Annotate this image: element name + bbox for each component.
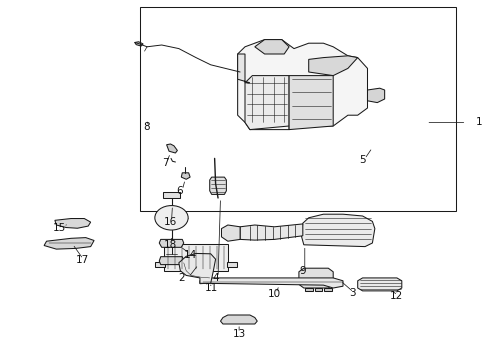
Text: 1: 1 [476,117,483,127]
Text: 7: 7 [162,158,169,168]
Bar [155,262,165,267]
Text: 16: 16 [164,217,177,228]
Circle shape [155,206,188,230]
Bar [164,244,228,271]
Text: 5: 5 [359,155,366,165]
Polygon shape [245,76,289,130]
Polygon shape [299,268,333,288]
Text: 10: 10 [268,289,281,300]
Text: 2: 2 [178,273,185,283]
Text: 15: 15 [53,222,67,233]
Text: 11: 11 [205,283,219,293]
Bar [140,7,456,211]
Polygon shape [289,76,333,130]
Text: 8: 8 [144,122,150,132]
Polygon shape [159,257,184,265]
Text: 13: 13 [232,329,246,339]
Text: 9: 9 [299,266,306,276]
Polygon shape [200,278,343,288]
Polygon shape [181,173,190,179]
Polygon shape [368,88,385,103]
Polygon shape [159,239,184,247]
Text: 3: 3 [349,288,356,298]
Polygon shape [238,54,250,83]
Polygon shape [324,288,332,291]
Polygon shape [179,253,216,283]
Text: 12: 12 [390,291,404,301]
Polygon shape [44,238,94,249]
Polygon shape [309,56,358,76]
Polygon shape [55,219,91,228]
Polygon shape [305,288,313,291]
Polygon shape [255,40,289,54]
Polygon shape [135,42,143,46]
Polygon shape [315,288,322,291]
Text: 18: 18 [164,240,177,250]
Polygon shape [301,214,375,247]
Polygon shape [221,225,240,241]
Text: 4: 4 [212,273,219,283]
Polygon shape [167,144,177,153]
Text: 6: 6 [176,186,183,196]
Polygon shape [358,278,402,291]
Text: 17: 17 [75,255,89,265]
Polygon shape [240,224,303,240]
Text: 14: 14 [183,250,197,260]
Bar [227,262,237,267]
Polygon shape [220,315,257,324]
Bar [163,192,180,198]
Polygon shape [210,177,226,194]
Polygon shape [238,40,368,130]
